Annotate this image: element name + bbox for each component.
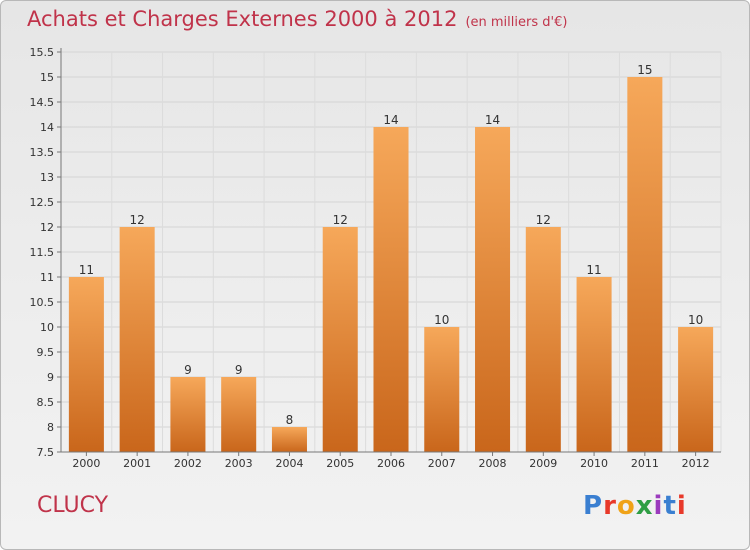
bar (576, 277, 612, 452)
x-tick-label: 2012 (682, 457, 710, 470)
y-tick-label: 11 (40, 271, 54, 284)
data-label: 15 (637, 63, 652, 77)
chart-title-text: Achats et Charges Externes 2000 à 2012 (27, 7, 458, 31)
bar (525, 227, 561, 452)
x-tick-label: 2006 (377, 457, 405, 470)
y-tick-label: 13 (40, 171, 54, 184)
logo-letter: t (663, 491, 677, 521)
x-tick-label: 2010 (580, 457, 608, 470)
logo-letter: P (583, 491, 604, 521)
data-label: 9 (184, 363, 192, 377)
logo-letter: r (603, 491, 617, 521)
data-label: 10 (434, 313, 449, 327)
x-tick-label: 2003 (225, 457, 253, 470)
logo-letter: o (616, 491, 636, 521)
bar (373, 127, 409, 452)
y-tick-label: 10 (40, 321, 54, 334)
x-tick-label: 2008 (479, 457, 507, 470)
y-tick-label: 12 (40, 221, 54, 234)
data-label: 14 (383, 113, 398, 127)
y-tick-label: 14.5 (30, 96, 55, 109)
data-label: 8 (286, 413, 294, 427)
y-tick-label: 13.5 (30, 146, 55, 159)
data-label: 12 (536, 213, 551, 227)
data-label: 12 (333, 213, 348, 227)
bar (424, 327, 460, 452)
bar (475, 127, 511, 452)
logo-letter: x (635, 491, 654, 521)
x-tick-label: 2000 (72, 457, 100, 470)
proxiti-logo[interactable]: Proxiti (583, 491, 687, 521)
x-tick-label: 2009 (529, 457, 557, 470)
data-label: 10 (688, 313, 703, 327)
y-tick-label: 15 (40, 71, 54, 84)
x-tick-label: 2001 (123, 457, 151, 470)
logo-letter: i (653, 491, 664, 521)
chart-title: Achats et Charges Externes 2000 à 2012 (e… (27, 7, 567, 31)
place-name: CLUCY (37, 493, 109, 518)
bar (678, 327, 714, 452)
y-tick-label: 9 (47, 371, 54, 384)
x-tick-label: 2011 (631, 457, 659, 470)
x-tick-label: 2007 (428, 457, 456, 470)
chart-unit: (en milliers d'€) (465, 15, 568, 30)
data-label: 9 (235, 363, 243, 377)
bar (271, 427, 307, 452)
y-tick-label: 14 (40, 121, 54, 134)
y-tick-label: 15.5 (30, 46, 55, 59)
y-tick-label: 7.5 (37, 446, 55, 459)
y-tick-label: 11.5 (30, 246, 55, 259)
x-tick-label: 2002 (174, 457, 202, 470)
bar (170, 377, 206, 452)
y-tick-label: 12.5 (30, 196, 55, 209)
data-label: 11 (586, 263, 601, 277)
data-label: 11 (79, 263, 94, 277)
bar (68, 277, 104, 452)
data-label: 14 (485, 113, 500, 127)
logo-letter: i (676, 491, 687, 521)
y-tick-label: 8 (47, 421, 54, 434)
y-tick-label: 10.5 (30, 296, 55, 309)
x-tick-label: 2005 (326, 457, 354, 470)
bar (322, 227, 358, 452)
y-tick-label: 9.5 (37, 346, 55, 359)
x-tick-label: 2004 (275, 457, 303, 470)
data-label: 12 (130, 213, 145, 227)
bar (221, 377, 257, 452)
y-tick-label: 8.5 (37, 396, 55, 409)
bar (627, 77, 663, 452)
bar (119, 227, 155, 452)
